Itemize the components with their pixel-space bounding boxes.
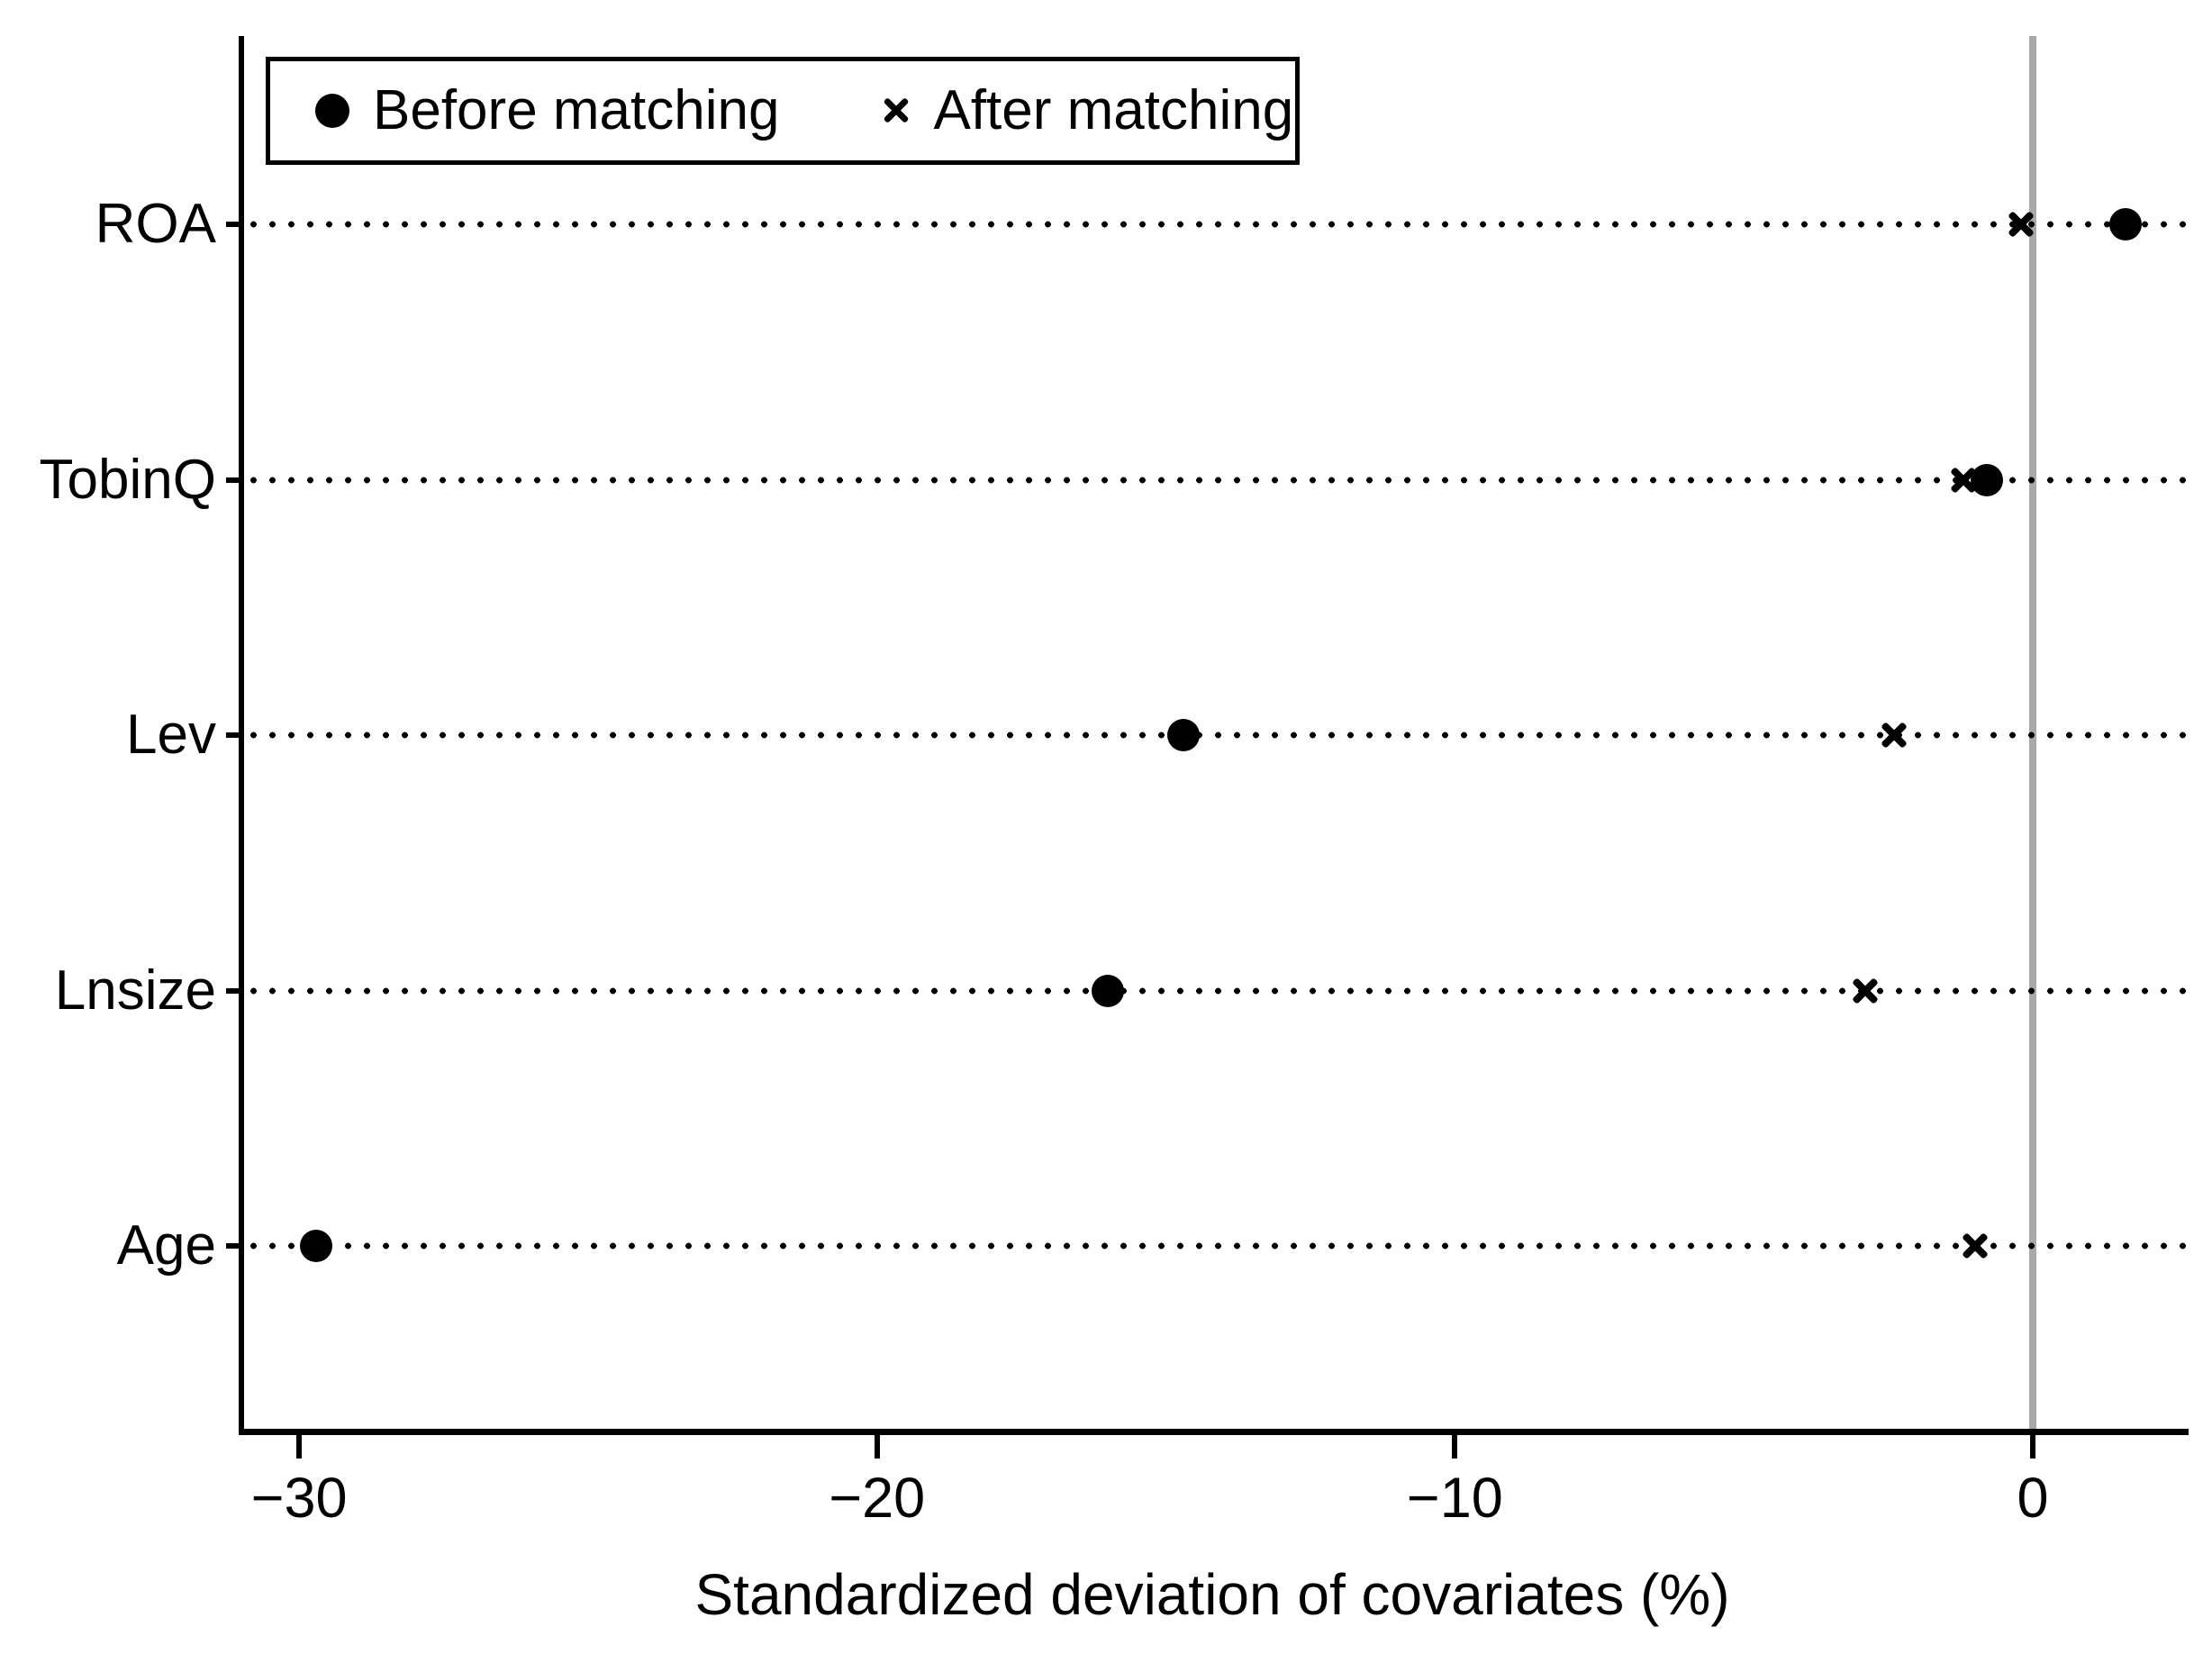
marker-before-matching-age: [300, 1230, 333, 1262]
legend-label-after-matching: After matching: [933, 79, 1294, 141]
x-tick-label-zero: 0: [2017, 1467, 2049, 1530]
marker-before-matching-lev: [1166, 719, 1200, 751]
y-axis-spine: [239, 36, 244, 1434]
y-axis-tick-lnsize: [226, 987, 240, 994]
x-tick-label-neg10: −10: [1406, 1467, 1503, 1530]
x-axis-tick-0: [2029, 1434, 2035, 1459]
legend-item-before-matching: Before matching: [315, 83, 779, 139]
category-dotted-line-age: [244, 1242, 2186, 1250]
legend-item-after-matching: After matching: [883, 83, 1293, 139]
marker-before-matching-roa: [2108, 208, 2142, 241]
marker-after-matching-roa: [2006, 209, 2036, 240]
category-dotted-line-lev: [244, 732, 2186, 739]
x-axis-tick--10: [1452, 1434, 1458, 1459]
category-dotted-line-lnsize: [244, 986, 2186, 995]
legend-label-before-matching: Before matching: [373, 79, 780, 141]
legend: Before matching After matching: [266, 57, 1300, 165]
y-axis-tick-lev: [226, 732, 240, 738]
marker-before-matching-lnsize: [1092, 974, 1125, 1007]
category-dotted-line-tobinq: [244, 476, 2186, 484]
x-axis-tick--30: [296, 1434, 303, 1459]
y-axis-tick-tobinq: [226, 477, 240, 483]
y-axis-tick-roa: [226, 222, 240, 227]
category-dotted-line-roa: [244, 221, 2186, 228]
y-axis-label-lev: Lev: [126, 704, 216, 766]
y-axis-label-tobinq: TobinQ: [39, 448, 216, 511]
x-axis-line: [239, 1429, 2189, 1435]
y-axis-label-roa: ROA: [95, 193, 216, 255]
marker-after-matching-tobinq: [1948, 465, 1979, 495]
marker-after-matching-lnsize: [1850, 976, 1881, 1006]
y-axis-label-lnsize: Lnsize: [54, 959, 216, 1022]
x-tick-label-neg30: −30: [250, 1467, 348, 1530]
x-axis-tick--20: [874, 1434, 880, 1459]
marker-after-matching-lev: [1879, 720, 1909, 750]
marker-before-matching-tobinq: [1970, 463, 2003, 496]
marker-after-matching-age: [1960, 1231, 1990, 1261]
circle-marker-icon: [315, 94, 349, 128]
y-axis-label-age: Age: [116, 1214, 216, 1277]
x-axis-title: Standardized deviation of covariates (%): [694, 1562, 1730, 1627]
y-axis-tick-age: [226, 1243, 240, 1249]
x-marker-icon: [883, 97, 910, 124]
x-tick-label-neg20: −20: [829, 1467, 926, 1530]
